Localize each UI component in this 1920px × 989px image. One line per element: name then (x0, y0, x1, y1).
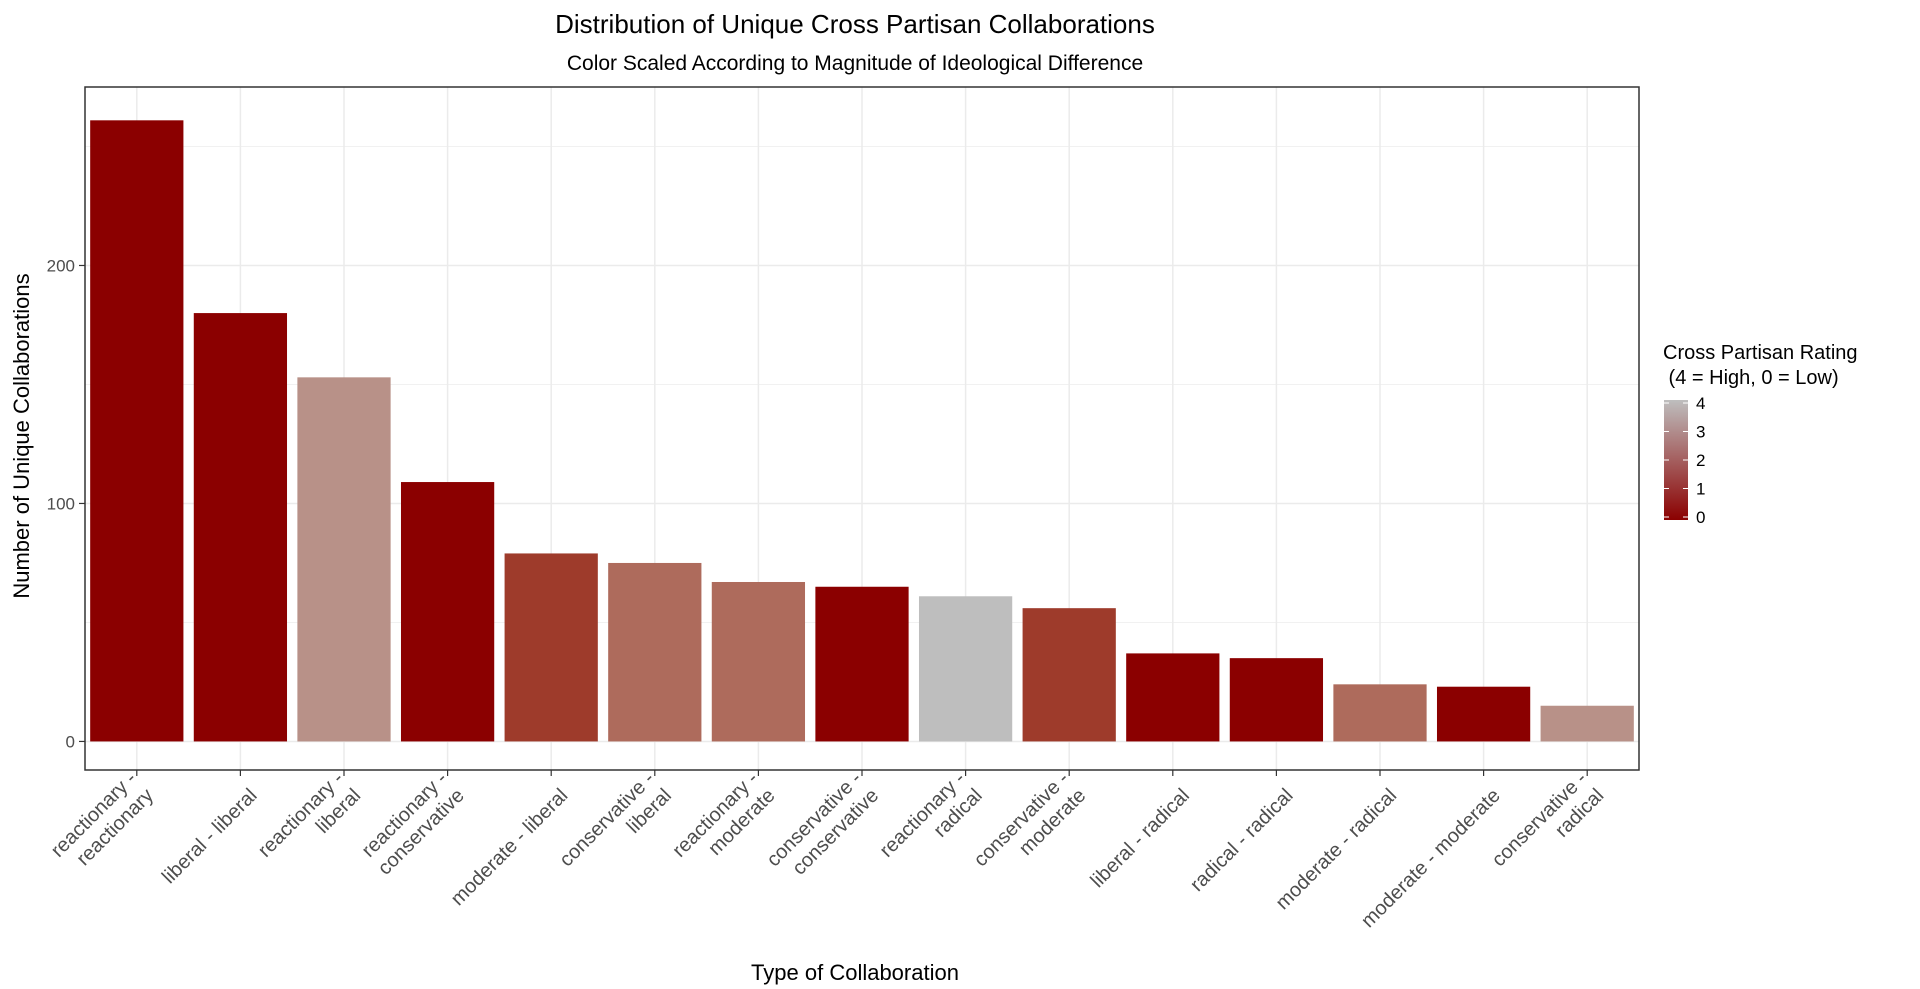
x-tick-label-line: liberal - liberal (158, 785, 262, 889)
x-tick-label-line: liberal - radical (1086, 785, 1194, 893)
legend-tick-label: 2 (1696, 451, 1705, 470)
bar (1333, 684, 1427, 742)
bar (711, 581, 806, 742)
bar (1022, 608, 1116, 742)
legend-title: Cross Partisan Rating (1663, 342, 1858, 364)
bar (400, 482, 495, 742)
x-tick-label: reactionary -moderate (668, 768, 779, 879)
bar (90, 120, 184, 742)
x-tick-label: reactionary -liberal (254, 768, 365, 879)
x-axis: reactionary -reactionary liberal - libera… (47, 768, 1609, 933)
bars (90, 120, 1634, 742)
legend-tick-label: 1 (1696, 480, 1705, 499)
x-tick-label: conservative -conservative (763, 768, 884, 889)
legend-title: (4 = High, 0 = Low) (1663, 367, 1839, 389)
x-tick-label: radical - radical (1186, 785, 1297, 896)
bar (608, 562, 702, 742)
legend-tick-label: 3 (1696, 423, 1705, 442)
x-axis-title: Type of Collaboration (751, 960, 959, 985)
x-tick-label: reactionary -radical (876, 768, 987, 879)
x-tick-label: reactionary -conservative (357, 768, 469, 880)
bar (918, 596, 1013, 742)
chart-subtitle: Color Scaled According to Magnitude of I… (567, 52, 1143, 75)
y-axis: 0 100 200 (47, 256, 85, 751)
bar (1436, 686, 1531, 742)
x-tick-label-line: radical - radical (1186, 785, 1297, 896)
bar (297, 377, 391, 742)
x-tick-label: conservative -moderate (970, 768, 1091, 889)
bar (815, 586, 909, 742)
x-tick-label-line: moderate - liberal (447, 785, 573, 911)
bar (193, 313, 288, 742)
bar (504, 553, 598, 742)
y-tick-label: 200 (47, 256, 75, 275)
x-tick-label: conservative -radical (1488, 768, 1609, 889)
bar (1126, 653, 1220, 742)
y-tick-label: 0 (66, 732, 75, 751)
legend-tick-label: 0 (1696, 508, 1705, 527)
chart-title: Distribution of Unique Cross Partisan Co… (555, 9, 1155, 39)
legend-tick-label: 4 (1696, 394, 1705, 413)
y-axis-title: Number of Unique Collaborations (9, 273, 34, 598)
x-tick-label: reactionary -reactionary (47, 768, 158, 879)
y-tick-label: 100 (47, 494, 75, 513)
x-tick-label: conservative -liberal (555, 768, 676, 889)
legend: Cross Partisan Rating (4 = High, 0 = Low… (1663, 342, 1858, 527)
bar (1229, 658, 1324, 742)
x-tick-label: liberal - radical (1086, 785, 1194, 893)
x-tick-label: moderate - liberal (447, 785, 573, 911)
bar (1540, 705, 1634, 742)
x-tick-label: liberal - liberal (158, 785, 262, 889)
